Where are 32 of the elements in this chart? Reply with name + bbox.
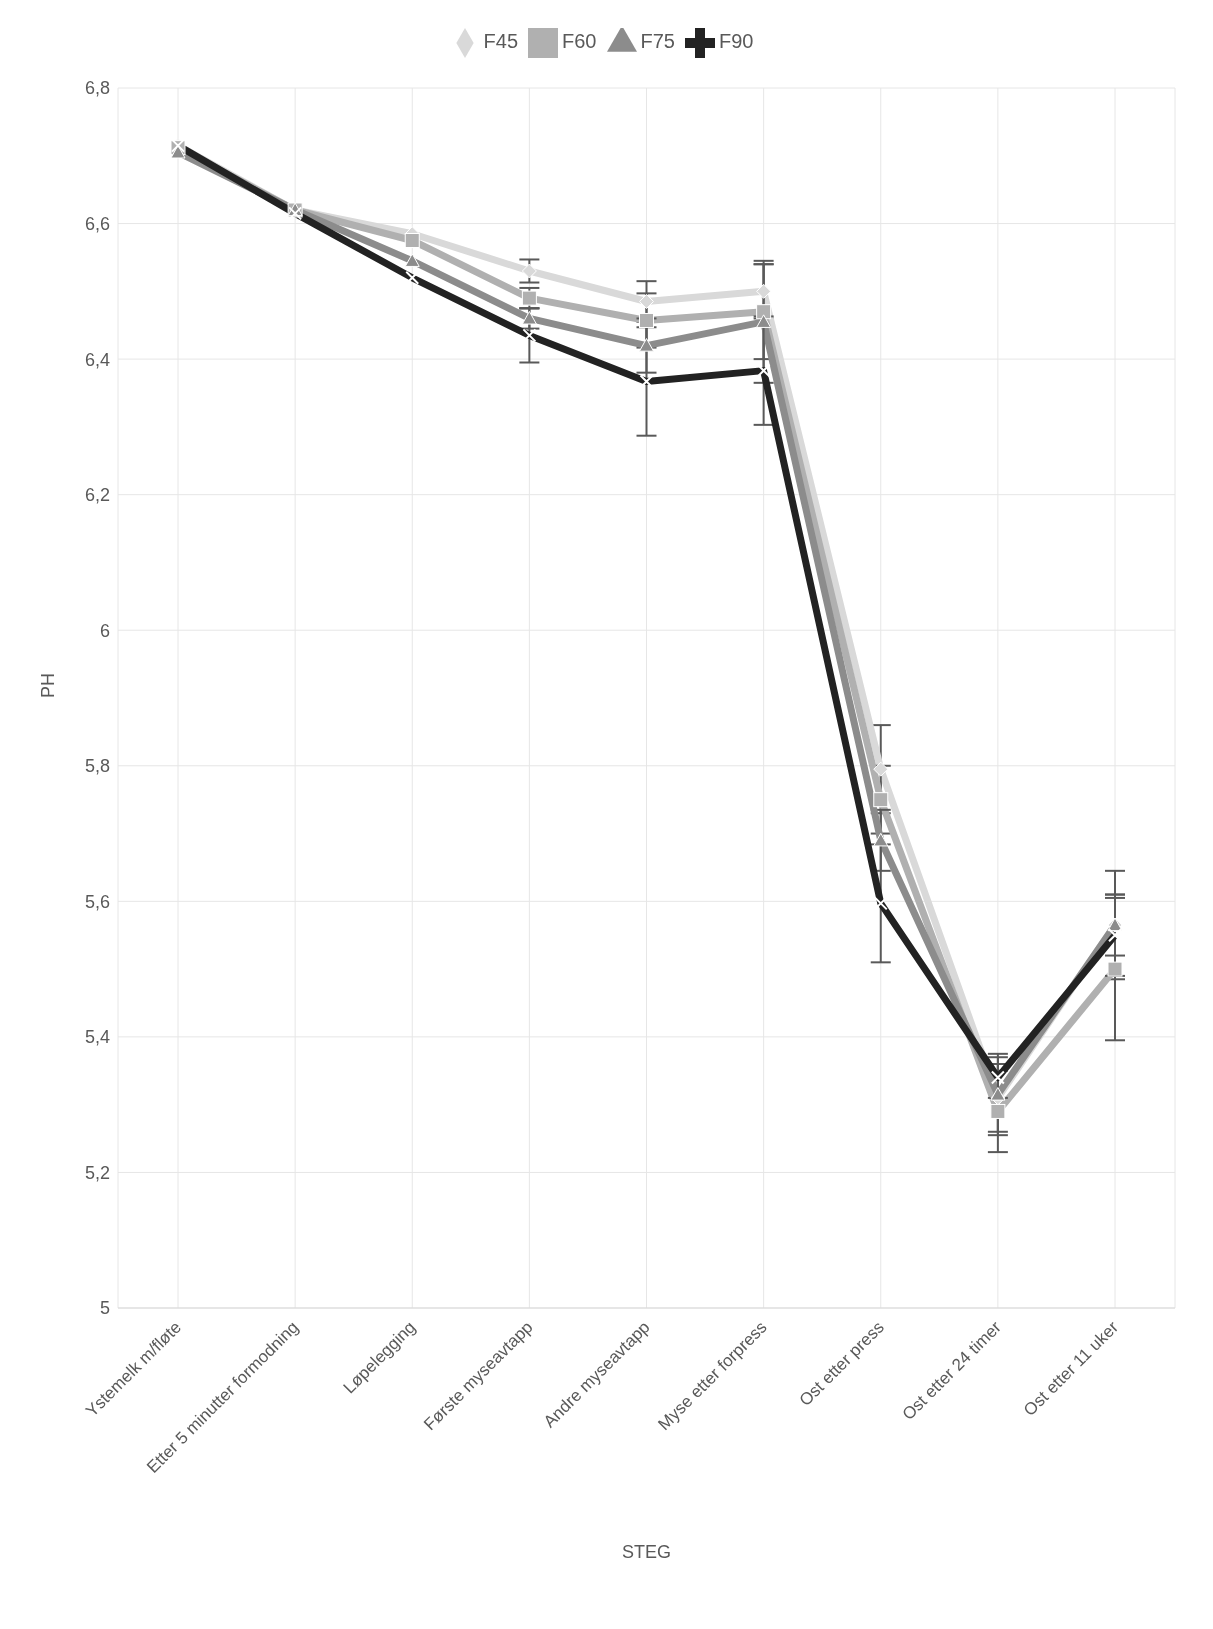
point — [1107, 961, 1123, 977]
y-tick-label: 5 — [99, 1298, 110, 1319]
y-tick-label: 5,4 — [84, 1027, 110, 1048]
point — [639, 312, 654, 328]
y-tick-label: 5,6 — [84, 891, 110, 912]
point — [873, 761, 889, 777]
point — [521, 263, 537, 279]
legend-label: F75 — [640, 30, 675, 53]
point — [639, 294, 654, 309]
point — [404, 233, 420, 248]
point — [521, 310, 537, 325]
point — [873, 792, 889, 808]
y-tick-label: 6 — [99, 620, 110, 641]
point — [990, 1087, 1006, 1101]
point — [873, 832, 889, 847]
y-tick-label: 5,2 — [84, 1162, 110, 1183]
point — [756, 304, 772, 320]
y-tick-label: 6,4 — [84, 349, 110, 370]
point — [756, 283, 772, 299]
legend-label: F60 — [562, 30, 597, 53]
point — [990, 1103, 1006, 1119]
y-tick-label: 5,8 — [84, 756, 110, 777]
point — [639, 338, 654, 352]
point — [404, 253, 420, 267]
x-axis-title: STEG — [621, 1542, 672, 1562]
y-tick-label: 6,6 — [84, 213, 110, 234]
y-axis-title: PH — [38, 672, 59, 698]
legend-label: F45 — [483, 30, 519, 53]
y-tick-label: 6,8 — [84, 78, 110, 99]
y-tick-label: 6,2 — [84, 485, 110, 506]
point — [756, 314, 772, 328]
legend-label: F90 — [718, 30, 754, 53]
